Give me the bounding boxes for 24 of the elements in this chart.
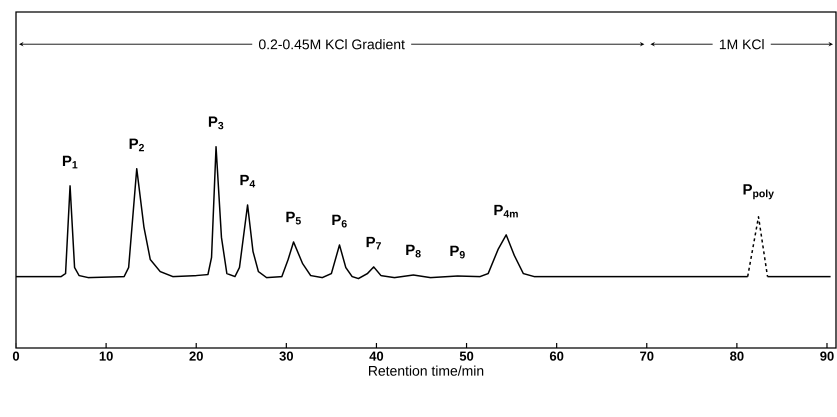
annotation: P$_{3}$ xyxy=(208,116,224,130)
x-tick-label: 40 xyxy=(369,352,384,361)
text: 0.2-0.45M KCl Gradient xyxy=(258,39,405,50)
annotation: P$_{poly}$ xyxy=(744,184,774,200)
x-axis-title: Retention time/min xyxy=(369,366,484,376)
annotation: P$_{4}$ xyxy=(240,174,256,188)
annotation: P$_{1}$ xyxy=(62,156,78,168)
x-tick-label: 20 xyxy=(189,352,203,361)
text: 1M KCl xyxy=(720,39,764,50)
x-tick-label: 0 xyxy=(12,352,20,361)
annotation: P$_{4m}$ xyxy=(494,204,518,218)
x-tick-label: 50 xyxy=(460,352,474,361)
x-tick-label: 90 xyxy=(820,352,834,361)
annotation: P$_{9}$ xyxy=(450,246,465,258)
annotation: P$_{6}$ xyxy=(332,214,347,228)
x-tick-label: 10 xyxy=(100,352,113,361)
x-tick-label: 30 xyxy=(279,352,293,361)
annotation: P$_{8}$ xyxy=(406,244,421,258)
x-tick-label: 80 xyxy=(730,352,744,361)
annotation: P$_{7}$ xyxy=(366,236,381,250)
annotation: P$_{2}$ xyxy=(130,138,144,152)
x-tick-label: 70 xyxy=(640,352,654,361)
x-tick-label: 60 xyxy=(550,352,564,361)
annotation: P$_{5}$ xyxy=(286,212,301,224)
